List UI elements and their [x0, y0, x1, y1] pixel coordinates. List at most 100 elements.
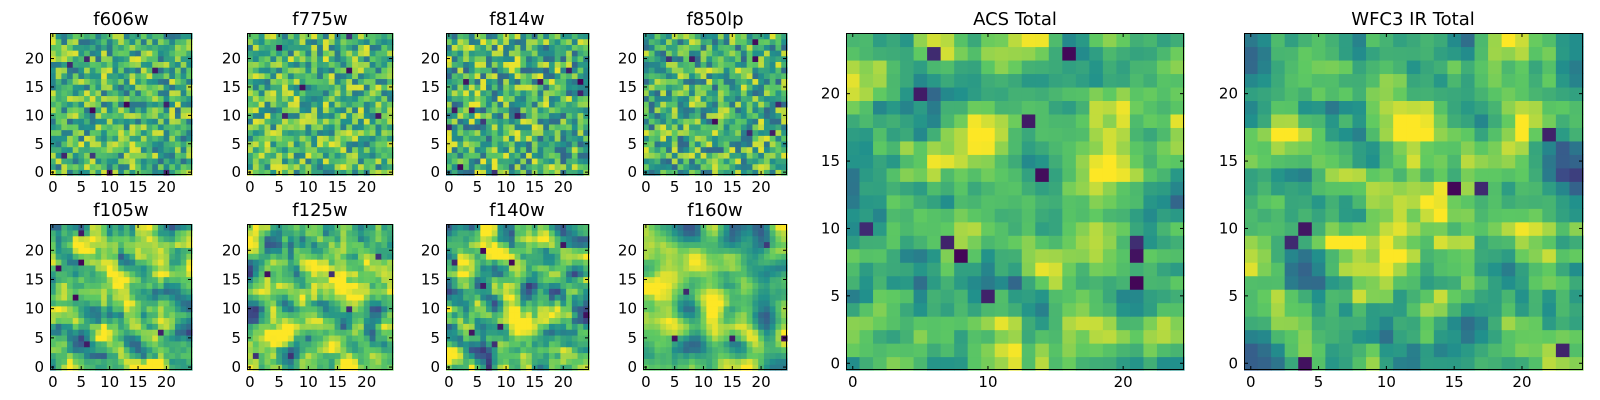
heatmap-cell: [531, 253, 539, 260]
heatmap-cell: [583, 346, 590, 354]
heatmap-cell: [305, 340, 312, 348]
y-tick-label: 0: [34, 358, 44, 376]
heatmap-cell: [50, 311, 57, 319]
heatmap-cell: [328, 358, 336, 365]
heatmap-cell: [293, 169, 301, 176]
heatmap-cell: [84, 276, 91, 283]
heatmap-cell: [305, 282, 312, 289]
heatmap-cell: [717, 317, 725, 324]
heatmap-cell: [55, 270, 62, 278]
heatmap-cell: [118, 72, 125, 80]
heatmap-cell: [577, 112, 584, 119]
heatmap-cell: [67, 299, 74, 307]
heatmap-cell: [387, 44, 394, 51]
heatmap-cell: [146, 157, 153, 165]
heatmap-cell: [700, 95, 707, 102]
heatmap-cell: [451, 135, 459, 142]
heatmap-cell: [571, 317, 579, 324]
heatmap-cell: [769, 288, 777, 295]
heatmap-cell: [287, 334, 295, 342]
heatmap-cell: [72, 169, 79, 176]
heatmap-cell: [683, 112, 690, 119]
heatmap-cell: [174, 282, 182, 289]
heatmap-cell: [457, 101, 464, 108]
heatmap-cell: [287, 55, 295, 62]
heatmap-cell: [78, 288, 85, 295]
heatmap-cell: [72, 364, 79, 371]
heatmap-cell: [689, 305, 696, 313]
heatmap-cell: [514, 247, 521, 254]
heatmap-cell: [729, 67, 736, 74]
heatmap-cell: [480, 358, 487, 365]
heatmap-cell: [276, 299, 283, 307]
heatmap-cell: [123, 72, 131, 80]
heatmap-cell: [526, 135, 533, 142]
heatmap-cell: [671, 352, 679, 359]
heatmap-cell: [375, 33, 382, 40]
heatmap-cell: [72, 38, 79, 45]
heatmap-cell: [152, 288, 159, 295]
heatmap-cell: [180, 38, 187, 45]
heatmap-cell: [503, 253, 510, 260]
heatmap-cell: [270, 224, 277, 231]
heatmap-cell: [264, 50, 271, 57]
heatmap-cell: [299, 224, 306, 231]
heatmap-cell: [270, 169, 277, 176]
heatmap-cell: [463, 299, 470, 307]
x-tick-label: 20: [554, 178, 573, 196]
heatmap-cell: [252, 157, 260, 165]
heatmap-cell: [723, 118, 730, 125]
heatmap-cell: [357, 118, 365, 125]
heatmap-cell: [446, 358, 453, 365]
heatmap-cell: [548, 282, 556, 289]
heatmap-cell: [746, 61, 754, 68]
heatmap-cell: [486, 253, 493, 260]
heatmap-cell: [357, 78, 365, 85]
heatmap-cell: [752, 33, 759, 40]
heatmap-cell: [276, 123, 283, 131]
heatmap-cell: [50, 329, 57, 336]
heatmap-cell: [451, 140, 459, 148]
heatmap-cell: [486, 169, 493, 176]
heatmap-cell: [264, 67, 271, 74]
heatmap-cell: [287, 294, 295, 301]
heatmap-cell: [654, 146, 661, 153]
heatmap-cell: [55, 72, 62, 80]
heatmap-cell: [648, 140, 656, 148]
heatmap-cell: [463, 163, 470, 170]
heatmap-cell: [723, 129, 730, 136]
heatmap-cell: [446, 135, 453, 142]
heatmap-cell: [520, 106, 527, 114]
heatmap-cell: [537, 129, 544, 136]
heatmap-cell: [252, 352, 260, 359]
heatmap-cell: [101, 106, 108, 114]
heatmap-cell: [61, 323, 68, 330]
heatmap-cell: [140, 101, 148, 108]
heatmap-cell: [723, 38, 730, 45]
heatmap-cell: [276, 229, 283, 237]
heatmap-cell: [72, 329, 79, 336]
heatmap-cell: [95, 123, 102, 131]
heatmap-cell: [152, 329, 159, 336]
heatmap-cell: [305, 253, 312, 260]
heatmap-cell: [118, 118, 125, 125]
heatmap-cell: [566, 55, 573, 62]
heatmap-cell: [270, 276, 277, 283]
heatmap-cell: [491, 317, 499, 324]
heatmap-cell: [554, 84, 561, 91]
heatmap-cell: [169, 358, 176, 365]
heatmap-cell: [186, 329, 193, 336]
heatmap-cell: [186, 340, 193, 348]
heatmap-cell: [157, 299, 165, 307]
heatmap-cell: [305, 123, 312, 131]
heatmap-cell: [276, 135, 283, 142]
heatmap-cell: [474, 146, 481, 153]
heatmap-cell: [486, 224, 493, 231]
heatmap-cell: [531, 235, 539, 243]
heatmap-cell: [50, 264, 57, 272]
heatmap-cell: [106, 84, 114, 91]
heatmap-cell: [677, 294, 684, 301]
heatmap-cell: [526, 247, 533, 254]
heatmap-cell: [781, 123, 788, 131]
heatmap-cell: [352, 276, 359, 283]
